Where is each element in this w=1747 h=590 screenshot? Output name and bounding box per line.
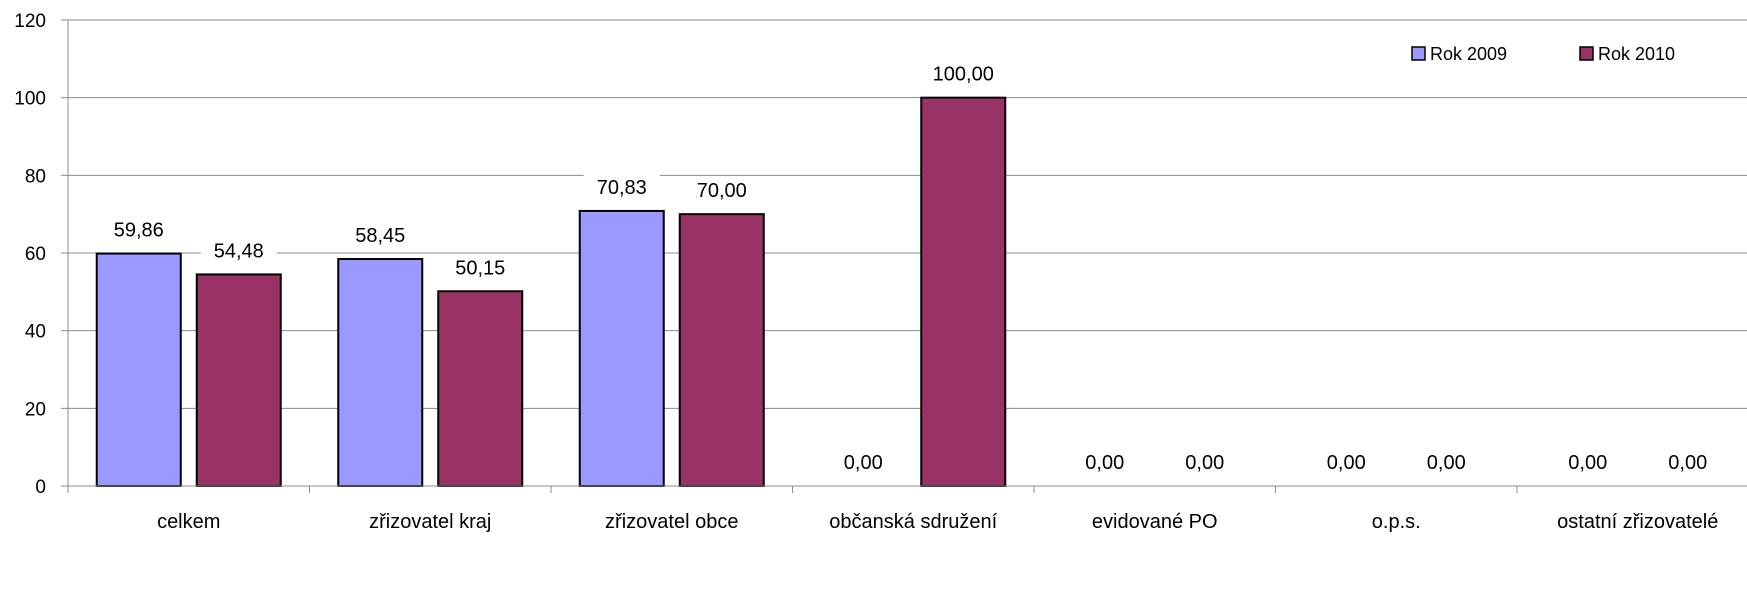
data-label-bg [200,237,277,264]
data-label: 54,48 [214,240,264,262]
axes: 0 20 40 60 80 100 120 celkem zřizovatel kraj zřiz… [14,11,1747,533]
data-label: 59,86 [114,220,164,242]
data-label-bg [1649,449,1726,475]
data-label-bg [583,173,660,200]
x-category-label: zřizovatel obce [605,511,738,533]
data-label: 100,00 [933,64,994,86]
data-label: 0,00 [844,452,883,474]
bar [678,213,765,488]
data-label: 58,45 [355,225,405,247]
x-category-label: evidované PO [1092,511,1218,533]
legend-label: Rok 2010 [1598,44,1675,64]
data-label-bg [1408,449,1485,475]
data-label: 0,00 [1668,452,1707,474]
data-label-bg [1308,449,1385,475]
x-category-label: občanská sdružení [829,511,997,533]
x-category-label: zřizovatel kraj [369,511,491,533]
data-label-bg [1166,449,1243,475]
y-tick-label: 60 [25,244,46,265]
bar [337,258,424,487]
y-tick-label: 0 [35,477,46,498]
data-label: 0,00 [1427,452,1466,474]
legend-label: Rok 2009 [1430,44,1507,64]
data-label-bg [1066,449,1143,475]
data-label-bg [1549,449,1626,475]
data-label: 0,00 [1185,452,1224,474]
data-label: 0,00 [1327,452,1366,474]
data-label: 0,00 [1085,452,1124,474]
data-label: 50,15 [455,257,505,279]
x-category-label: celkem [157,511,220,533]
data-label-bg [442,254,519,281]
data-label-bg [342,222,419,249]
bars-group [95,96,1007,488]
data-label-bg [683,177,760,204]
legend-swatch [1579,46,1594,61]
bar [920,96,1007,488]
bar [95,252,182,487]
data-label-bg [925,60,1002,87]
data-label-bg [825,449,902,475]
legend: Rok 2009 Rok 2010 [1411,44,1675,64]
y-tick-label: 80 [25,166,46,187]
legend-swatch [1411,46,1426,61]
data-label: 70,83 [597,177,647,199]
bar [578,209,665,487]
x-category-label: ostatní zřizovatelé [1557,511,1718,533]
data-label-bg [100,216,177,243]
data-labels: 59,86 58,45 70,83 0,00 0,00 0,00 0,00 54,48 50,1… [100,60,1726,475]
grid-lines [68,19,1747,409]
y-tick-label: 40 [25,322,46,343]
bar [437,290,524,487]
x-category-label: o.p.s. [1372,511,1421,533]
y-tick-label: 120 [14,11,46,32]
y-tick-label: 100 [14,89,46,110]
data-label: 70,00 [697,180,747,202]
bar [195,273,282,487]
data-label: 0,00 [1568,452,1607,474]
y-tick-label: 20 [25,399,46,420]
